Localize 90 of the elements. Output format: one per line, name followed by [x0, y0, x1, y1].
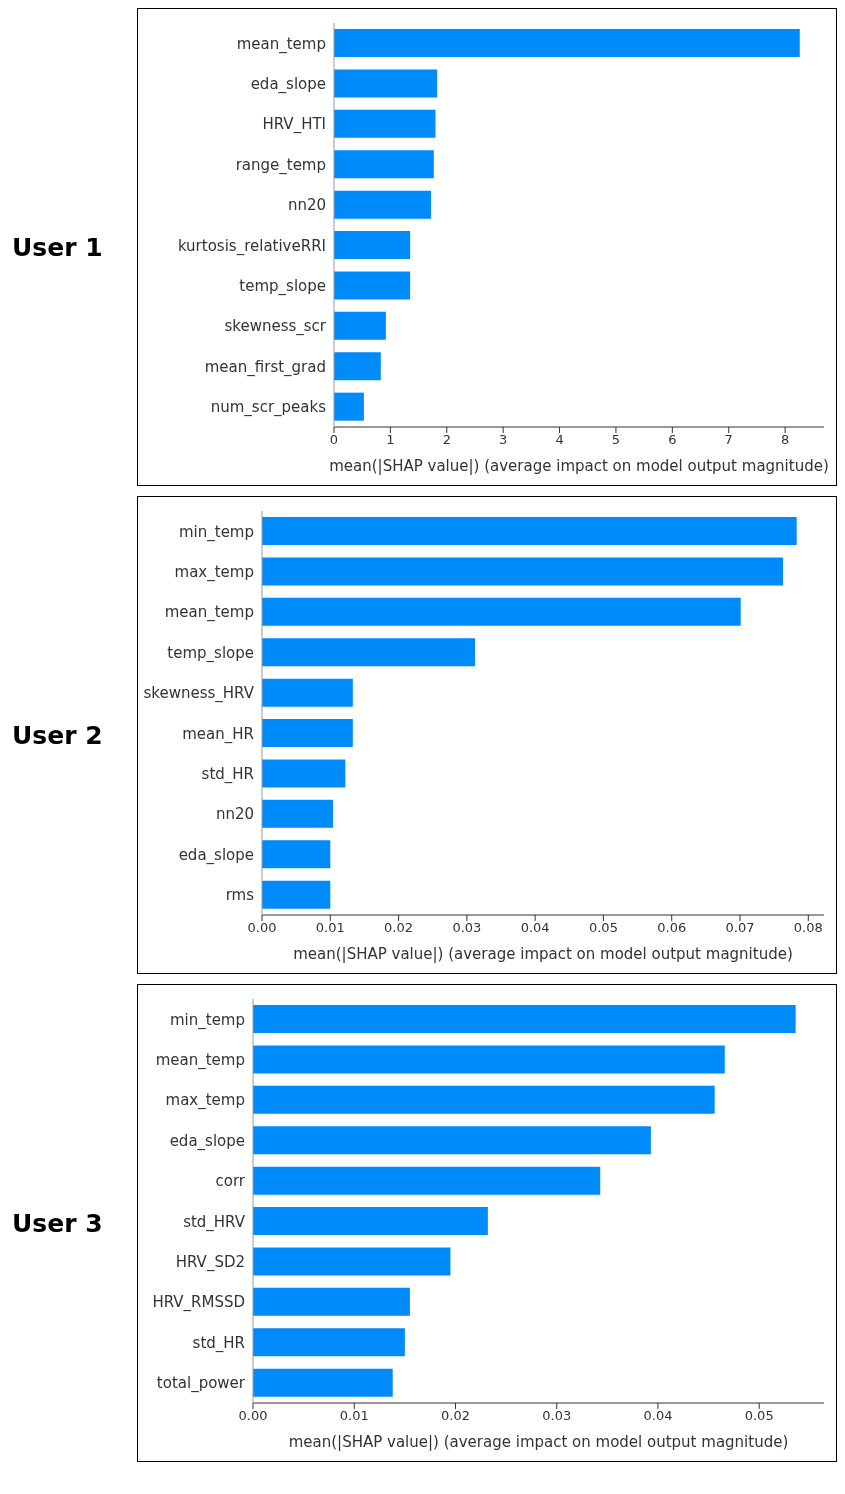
y-tick-label: eda_slope — [250, 74, 326, 94]
x-tick-label: 8 — [780, 432, 789, 448]
bar — [333, 392, 364, 421]
x-tick-label: 0.08 — [793, 920, 823, 936]
x-tick-label: 0.01 — [339, 1408, 369, 1424]
bar — [252, 1247, 451, 1276]
bar — [252, 1287, 410, 1316]
y-tick-label: mean_temp — [164, 603, 254, 623]
y-tick-label: eda_slope — [178, 845, 254, 865]
y-tick-label: mean_temp — [155, 1050, 245, 1070]
bar — [333, 150, 434, 179]
bar — [261, 638, 475, 667]
x-axis-title: mean(|SHAP value|) (average impact on model output magnitude) — [292, 945, 793, 963]
bar — [333, 190, 431, 219]
bar — [261, 719, 353, 748]
x-tick-label: 0.03 — [541, 1408, 571, 1424]
x-tick-label: 5 — [611, 432, 620, 448]
x-tick-label: 0 — [329, 432, 338, 448]
x-tick-label: 0.02 — [383, 920, 413, 936]
bar — [333, 231, 410, 260]
x-tick-label: 0.04 — [520, 920, 550, 936]
x-tick-label: 0.01 — [315, 920, 345, 936]
x-tick-label: 2 — [442, 432, 451, 448]
y-tick-label: std_HR — [201, 764, 254, 784]
y-tick-label: HRV_RMSSD — [152, 1293, 245, 1313]
x-tick-label: 0.00 — [238, 1408, 268, 1424]
y-tick-label: num_scr_peaks — [210, 398, 326, 418]
x-tick-label: 0.03 — [452, 920, 482, 936]
y-tick-label: HRV_SD2 — [175, 1252, 245, 1272]
y-tick-label: total_power — [156, 1374, 246, 1394]
y-tick-label: rms — [225, 886, 254, 905]
y-tick-label: std_HRV — [182, 1212, 246, 1232]
x-tick-label: 0.02 — [440, 1408, 470, 1424]
y-tick-label: mean_HR — [181, 724, 254, 744]
y-tick-label: temp_slope — [167, 643, 254, 663]
x-tick-label: 0.06 — [656, 920, 686, 936]
x-tick-label: 0.04 — [643, 1408, 673, 1424]
bar — [252, 1368, 393, 1397]
bar — [252, 1328, 405, 1357]
y-tick-label: std_HR — [192, 1333, 245, 1353]
x-axis-title: mean(|SHAP value|) (average impact on model output magnitude) — [328, 457, 829, 475]
y-tick-label: range_temp — [235, 155, 326, 175]
y-tick-label: nn20 — [287, 196, 326, 215]
x-tick-label: 0.05 — [588, 920, 618, 936]
x-tick-label: 0.00 — [247, 920, 277, 936]
y-tick-label: skewness_HRV — [143, 684, 255, 704]
bar — [333, 29, 800, 58]
y-tick-label: kurtosis_relativeRRI — [177, 236, 326, 256]
x-axis-title: mean(|SHAP value|) (average impact on model output magnitude) — [288, 1433, 788, 1451]
bar — [333, 352, 381, 381]
bar — [261, 759, 346, 788]
y-tick-label: mean_temp — [236, 34, 326, 54]
y-tick-label: eda_slope — [169, 1131, 245, 1151]
bar — [261, 880, 330, 909]
text: User 3 — [11, 1208, 104, 1238]
bar — [252, 1045, 725, 1074]
x-tick-label: 1 — [385, 432, 395, 448]
bar — [261, 840, 330, 869]
x-tick-label: 0.05 — [744, 1408, 774, 1424]
bar — [333, 69, 437, 98]
y-tick-label: skewness_scr — [224, 317, 327, 337]
bar — [252, 1166, 600, 1195]
y-tick-label: min_temp — [178, 522, 254, 542]
text: User 2 — [11, 720, 104, 750]
bar — [252, 1207, 488, 1236]
y-tick-label: temp_slope — [239, 276, 326, 296]
text: User 1 — [11, 232, 104, 262]
y-tick-label: max_temp — [165, 1091, 245, 1111]
x-tick-label: 6 — [667, 432, 677, 448]
x-tick-label: 7 — [724, 432, 733, 448]
bar — [261, 557, 783, 586]
y-tick-label: min_temp — [169, 1010, 245, 1030]
bar — [333, 311, 386, 340]
bar — [252, 1005, 796, 1034]
bar — [252, 1126, 651, 1155]
bar — [261, 678, 353, 707]
y-tick-label: nn20 — [215, 805, 254, 824]
bar — [252, 1085, 715, 1114]
y-tick-label: corr — [215, 1172, 246, 1191]
y-tick-label: mean_first_grad — [204, 357, 326, 377]
y-tick-label: HRV_HTI — [262, 115, 326, 135]
x-tick-label: 4 — [555, 432, 564, 448]
bar — [333, 271, 410, 300]
bar — [261, 597, 741, 626]
bar — [261, 517, 797, 546]
x-tick-label: 3 — [498, 432, 507, 448]
bar — [261, 799, 333, 828]
bar — [333, 109, 436, 138]
y-tick-label: max_temp — [174, 562, 254, 582]
x-tick-label: 0.07 — [725, 920, 755, 936]
